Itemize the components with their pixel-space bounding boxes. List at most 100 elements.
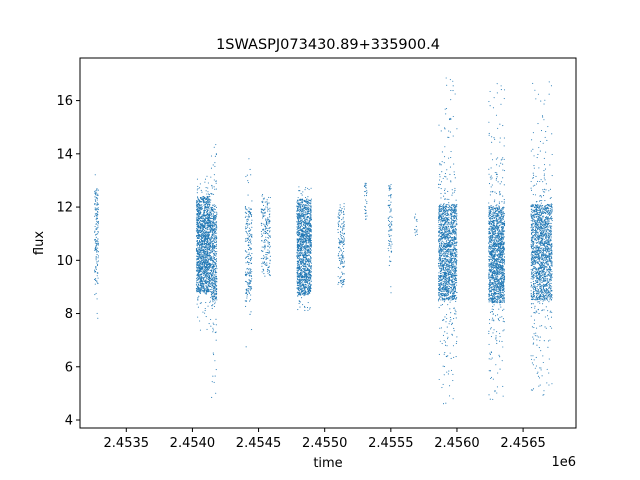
data-point (308, 279, 310, 281)
data-point (196, 291, 198, 293)
data-point (391, 220, 393, 223)
data-point (265, 251, 267, 254)
data-point (308, 223, 310, 225)
data-point (215, 289, 217, 291)
data-point (211, 187, 213, 189)
data-point (196, 203, 198, 205)
data-point (198, 265, 200, 267)
data-point (440, 193, 442, 195)
data-point (200, 244, 202, 246)
data-point (449, 296, 451, 298)
data-point (300, 268, 302, 270)
data-point (390, 194, 392, 196)
data-point (202, 249, 205, 252)
data-point (210, 227, 213, 229)
data-point (343, 260, 346, 262)
data-point (342, 247, 345, 249)
data-point (265, 236, 267, 238)
data-point (269, 230, 271, 232)
data-point (245, 226, 247, 228)
data-point (94, 213, 96, 215)
data-point (205, 202, 207, 204)
data-point (196, 231, 198, 234)
data-point (199, 209, 201, 211)
data-point (204, 209, 206, 211)
data-point (200, 222, 202, 225)
data-point (340, 240, 342, 243)
data-point (264, 239, 266, 241)
data-point (307, 309, 309, 311)
data-point (265, 219, 267, 221)
data-point (201, 256, 203, 258)
data-point (414, 229, 416, 231)
data-point (250, 215, 252, 217)
data-point (262, 262, 264, 264)
data-point (300, 279, 302, 281)
data-point (296, 220, 298, 222)
data-point (196, 236, 199, 238)
data-point (456, 215, 458, 217)
data-point (208, 235, 210, 237)
data-point (339, 268, 341, 270)
data-point (452, 90, 454, 92)
data-point (300, 225, 303, 227)
data-point (204, 254, 206, 256)
data-point (250, 240, 252, 242)
data-point (443, 279, 445, 281)
data-point (199, 229, 202, 231)
data-point (212, 290, 214, 293)
data-point (199, 245, 201, 247)
data-point (251, 278, 253, 280)
data-point (450, 238, 452, 240)
data-point (296, 285, 298, 287)
data-point (206, 254, 208, 256)
data-point (215, 259, 217, 261)
data-point (202, 272, 204, 274)
data-point (441, 276, 443, 278)
data-point (263, 246, 265, 248)
data-point (205, 274, 207, 276)
data-point (97, 247, 99, 249)
data-point (196, 285, 198, 287)
data-point (340, 276, 342, 278)
data-point (204, 281, 206, 283)
data-point (310, 287, 312, 289)
data-point (266, 270, 268, 272)
data-point (214, 360, 216, 362)
data-point (266, 224, 268, 226)
data-point (303, 215, 305, 217)
data-point (96, 215, 98, 217)
data-point (207, 257, 209, 259)
data-point (391, 229, 393, 231)
data-point (246, 256, 248, 258)
data-point (96, 208, 98, 210)
data-point (267, 217, 269, 219)
data-point (303, 295, 305, 297)
data-point (444, 128, 446, 130)
data-point (247, 244, 249, 246)
data-point (309, 308, 311, 310)
data-point (197, 208, 199, 210)
data-point (211, 215, 213, 218)
data-point (197, 228, 199, 230)
data-point (301, 216, 303, 218)
data-point (96, 275, 98, 277)
data-point (244, 208, 246, 210)
data-point (95, 266, 97, 268)
data-point (390, 292, 392, 294)
data-point (209, 225, 212, 227)
data-point (212, 304, 214, 306)
data-point (297, 226, 299, 228)
data-point (300, 283, 302, 285)
data-point (207, 244, 209, 246)
data-point (208, 194, 211, 196)
data-point (211, 251, 213, 253)
data-point (95, 292, 97, 294)
data-point (300, 275, 302, 277)
data-point (266, 262, 268, 264)
data-point (211, 244, 213, 246)
data-point (302, 275, 304, 278)
data-point (296, 238, 298, 240)
data-point (248, 210, 251, 212)
data-point (453, 269, 455, 271)
